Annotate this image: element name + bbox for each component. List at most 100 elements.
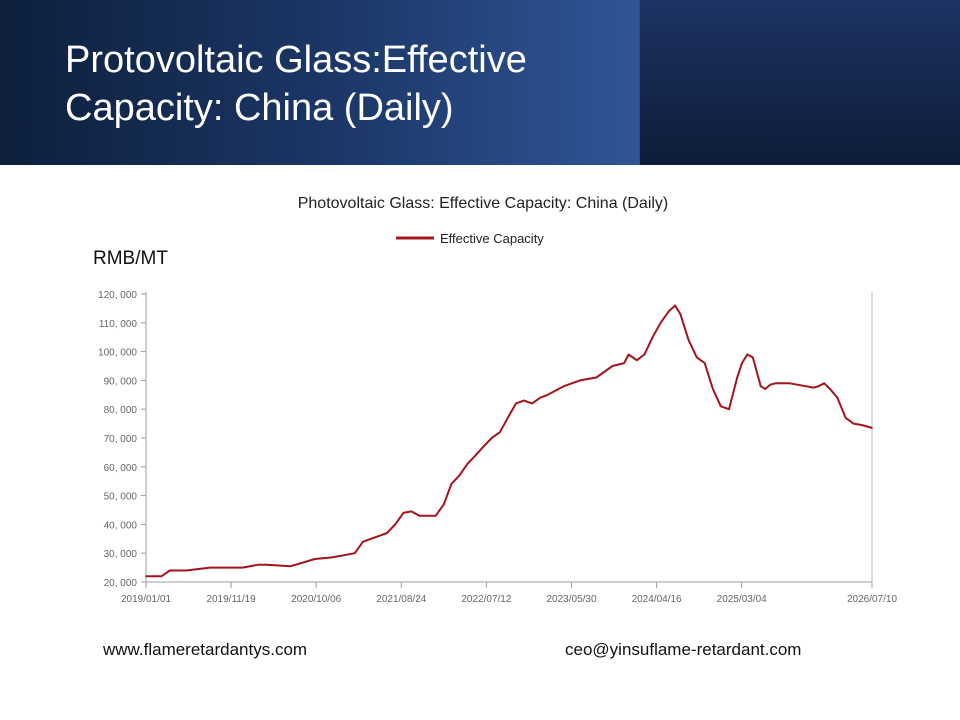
data-point <box>539 396 542 399</box>
data-point <box>796 383 799 386</box>
y-tick-label: 50, 000 <box>104 492 138 503</box>
data-point <box>823 382 825 385</box>
data-point <box>703 362 706 364</box>
data-point <box>434 515 437 517</box>
legend-label: Effective Capacity <box>440 231 544 246</box>
data-point <box>386 532 388 534</box>
data-point <box>651 336 654 339</box>
data-point <box>314 558 316 560</box>
data-point <box>741 362 743 364</box>
data-point <box>687 339 690 341</box>
data-point <box>852 422 855 425</box>
data-point <box>354 552 356 554</box>
data-point <box>402 512 405 514</box>
data-point <box>145 575 147 577</box>
data-point <box>759 385 762 388</box>
y-tick-label: 20, 000 <box>104 578 138 589</box>
x-tick-label: 2019/11/19 <box>206 594 256 605</box>
data-point <box>490 437 493 439</box>
x-tick-label: 2020/10/06 <box>291 594 341 605</box>
data-point <box>844 417 847 419</box>
data-point <box>627 353 630 356</box>
data-point <box>736 376 738 379</box>
data-point <box>338 555 341 557</box>
data-point <box>817 385 820 388</box>
x-tick-label: 2021/08/24 <box>376 594 426 605</box>
data-point <box>185 569 187 572</box>
y-tick-label: 110, 000 <box>99 319 138 330</box>
y-tick-label: 120, 000 <box>98 290 137 301</box>
data-point <box>515 402 517 405</box>
slide-title: Protovoltaic Glass:Effective Capacity: C… <box>65 39 527 129</box>
data-point <box>679 313 682 316</box>
data-point <box>769 383 771 386</box>
data-point <box>257 563 260 566</box>
data-point <box>728 408 730 411</box>
x-axis: 2019/01/01 2019/11/19 2020/10/06 2021/08/24… <box>121 581 897 605</box>
data-point <box>394 523 397 526</box>
data-point <box>531 402 533 405</box>
data-point <box>780 382 783 385</box>
y-tick-label: 90, 000 <box>104 376 138 387</box>
data-point <box>474 454 477 457</box>
data-point <box>458 474 461 477</box>
data-point <box>774 382 777 385</box>
data-point <box>507 417 509 419</box>
x-tick-label: 2022/07/12 <box>461 594 511 605</box>
data-point <box>225 566 228 569</box>
y-axis: 20, 000 30, 000 40, 000 50, 000 60, 000 70, 0… <box>98 290 147 589</box>
series-effective-capacity <box>145 304 873 578</box>
x-tick-label: 2025/03/04 <box>717 594 767 605</box>
y-tick-label: 70, 000 <box>104 434 138 445</box>
y-tick-label: 40, 000 <box>104 520 138 531</box>
y-tick-label: 80, 000 <box>104 405 138 416</box>
data-point <box>289 565 292 567</box>
data-point <box>674 304 676 307</box>
data-point <box>746 353 749 356</box>
data-point <box>595 376 598 379</box>
x-tick-label: 2019/01/01 <box>121 594 171 605</box>
data-point <box>804 385 807 388</box>
y-axis-unit-label: RMB/MT <box>93 248 168 269</box>
data-point <box>712 388 714 390</box>
footer-website[interactable]: www.flameretardantys.com <box>103 640 308 659</box>
data-point <box>752 356 754 359</box>
data-point <box>636 359 638 362</box>
data-point <box>443 503 445 506</box>
chart-panel <box>0 168 960 630</box>
data-point <box>169 569 171 572</box>
data-point <box>764 388 766 390</box>
data-point <box>812 386 815 389</box>
data-point <box>160 575 163 577</box>
data-point <box>668 310 670 313</box>
data-point <box>362 540 364 543</box>
data-point <box>871 427 873 429</box>
data-point <box>659 322 662 324</box>
data-point <box>611 365 614 367</box>
data-point <box>696 356 698 359</box>
data-point <box>579 379 581 382</box>
data-point <box>499 431 501 434</box>
data-point <box>370 538 372 540</box>
x-tick-label: 2026/07/10 <box>847 594 897 605</box>
chart-title: Photovoltaic Glass: Effective Capacity: … <box>298 195 669 212</box>
footer-email[interactable]: ceo@yinsuflame-retardant.com <box>565 640 802 659</box>
data-point <box>836 396 839 399</box>
y-tick-label: 30, 000 <box>104 549 138 560</box>
data-point <box>466 463 469 465</box>
data-point <box>241 566 244 569</box>
data-point <box>450 483 453 485</box>
data-point <box>418 515 421 517</box>
x-tick-label: 2023/05/30 <box>546 594 596 605</box>
slide-header-accent <box>640 0 960 165</box>
y-tick-label: 60, 000 <box>104 463 138 474</box>
data-point <box>860 424 863 426</box>
data-point <box>265 563 268 566</box>
data-point <box>829 388 831 390</box>
data-point <box>788 382 791 385</box>
data-point <box>643 353 646 356</box>
data-point <box>623 362 625 364</box>
x-tick-label: 2024/04/16 <box>632 594 682 605</box>
data-point <box>482 445 485 448</box>
